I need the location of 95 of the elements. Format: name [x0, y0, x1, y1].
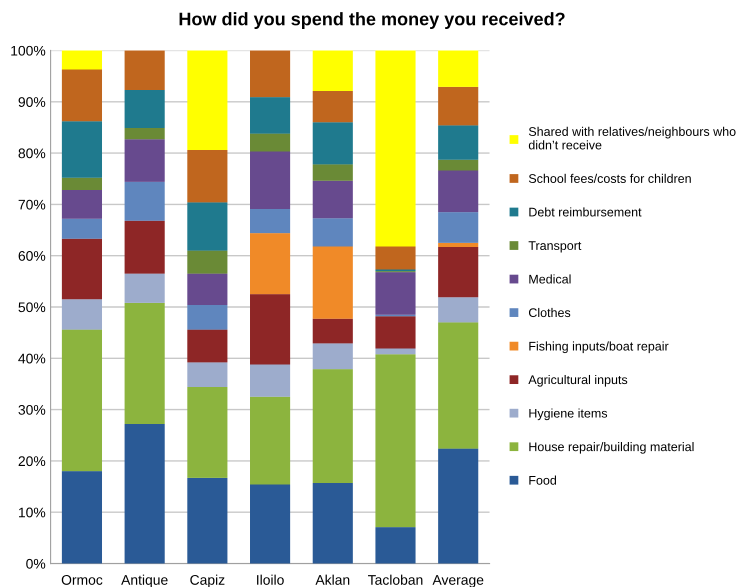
bar: [124, 182, 165, 221]
bar: [250, 134, 290, 152]
bar: [187, 362, 228, 388]
y-tick-label: 100%: [11, 46, 46, 56]
x-tick-label: Aklan: [315, 574, 350, 585]
bar: [124, 424, 165, 564]
bar: [62, 471, 102, 564]
legend-label: Medical: [529, 274, 571, 284]
bar: [187, 150, 228, 202]
bar: [62, 218, 102, 239]
bar: [312, 318, 353, 344]
bar: [250, 294, 290, 364]
bar: [312, 91, 353, 122]
bar: [250, 364, 290, 397]
y-tick-label: 0%: [26, 558, 46, 569]
legend-label: Food: [529, 476, 556, 485]
y-tick-label: 70%: [18, 200, 46, 210]
bar: [187, 330, 228, 362]
legend-label: House repair/building material: [529, 442, 694, 454]
bar: [250, 97, 290, 134]
bar: [124, 302, 165, 424]
bar: [250, 484, 290, 564]
bar: [62, 69, 102, 122]
bar: [375, 527, 416, 564]
bar: [187, 304, 228, 330]
legend-label: Agricultural inputs: [528, 374, 628, 387]
bar: [124, 128, 165, 140]
legend-label: School fees/costs for children: [528, 174, 691, 183]
bar: [124, 220, 165, 274]
bar: [62, 330, 102, 472]
y-tick-label: 50%: [18, 302, 46, 312]
legend-label: Clothes: [528, 308, 570, 318]
bar: [438, 448, 478, 564]
y-tick-label: 80%: [18, 148, 46, 158]
bar: [312, 122, 353, 164]
bar: [312, 343, 353, 370]
bar: [375, 272, 416, 315]
y-tick-label: 20%: [18, 456, 46, 466]
bar: [124, 50, 165, 90]
bar: [62, 178, 102, 190]
bar: [312, 180, 353, 218]
bar: [438, 50, 478, 87]
bar: [250, 233, 290, 294]
bar: [312, 246, 353, 319]
bar: [187, 478, 228, 564]
legend-label: Fishing inputs/boat repair: [529, 341, 668, 354]
y-tick-label: 60%: [18, 251, 46, 261]
y-tick-label: 10%: [18, 508, 46, 518]
bar: [375, 354, 416, 528]
bar: [438, 242, 478, 247]
bar: [375, 50, 416, 246]
chart-title: How did you spend the money you received?: [180, 12, 565, 29]
x-tick-label: Ormoc: [62, 575, 102, 585]
bar: [438, 212, 478, 243]
bar: [438, 297, 478, 322]
x-tick-label: Iloilo: [257, 574, 284, 585]
bar: [250, 396, 290, 485]
legend-label: Debt reimbursement: [529, 207, 642, 217]
bar: [187, 274, 228, 305]
bar: [312, 369, 353, 483]
legend-label: Hygiene items: [529, 408, 608, 420]
bar: [187, 50, 228, 150]
bar: [250, 50, 290, 98]
bar: [62, 299, 102, 330]
bar: [375, 316, 416, 349]
bar: [375, 348, 416, 354]
bar: [438, 246, 478, 298]
bar: [187, 387, 228, 478]
bar: [375, 246, 416, 270]
bar: [124, 139, 165, 182]
bar: [250, 209, 290, 234]
bar: [62, 50, 102, 70]
bar: [187, 250, 228, 274]
bar: [438, 160, 478, 171]
bar: [312, 218, 353, 246]
bar: [62, 190, 102, 219]
bar: [124, 90, 165, 128]
bar: [62, 121, 102, 178]
bar: [438, 322, 478, 449]
bar: [187, 202, 228, 251]
y-tick-label: 40%: [18, 354, 46, 364]
bar: [312, 50, 353, 92]
bar: [124, 274, 165, 303]
bar: [312, 164, 353, 181]
bar: [312, 482, 353, 564]
bar: [438, 125, 478, 160]
bar: [62, 238, 102, 300]
legend-label: Shared with relatives/neighbours who didn’t receive: [528, 126, 736, 150]
legend-label: Transport: [528, 241, 582, 253]
bar: [438, 86, 478, 126]
x-tick-label: Tacloban: [368, 574, 422, 585]
y-tick-label: 30%: [18, 404, 46, 415]
bar: [438, 170, 478, 212]
bar: [250, 152, 290, 210]
y-tick-label: 90%: [18, 97, 46, 107]
